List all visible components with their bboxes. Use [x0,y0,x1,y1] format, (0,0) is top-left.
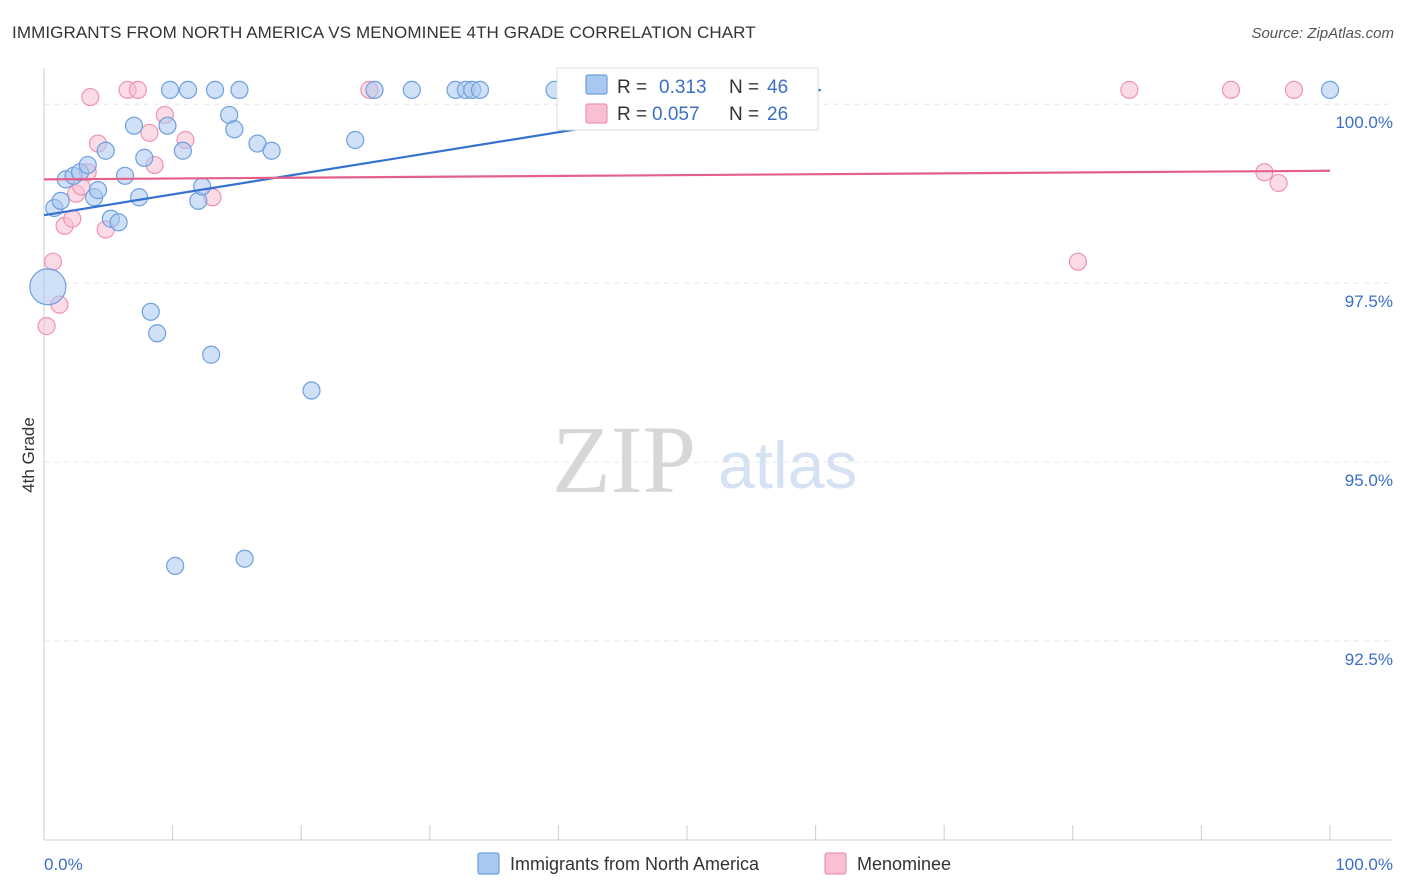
y-axis-title: 4th Grade [19,417,38,493]
point-menominee [1221,80,1241,99]
y-tick-label: 100.0% [1335,113,1393,132]
point-immigrants-north-america [124,116,144,135]
point-immigrants-north-america [148,324,167,343]
point-menominee [140,123,159,142]
correlation-legend: R = 0.313 N = 46 R = 0.057 N = 26 [556,67,819,131]
point-immigrants-north-america [248,134,267,153]
source-credit: Source: ZipAtlas.com [1251,25,1394,42]
point-immigrants-north-america [1320,80,1340,99]
watermark-atlas: atlas [718,428,857,502]
point-menominee [1120,80,1139,99]
legend-bottom-swatch-pink [824,852,847,875]
axes: 100.0% 97.5% 95.0% 92.5% 0.0% 100.0% [43,68,1393,874]
point-immigrants-north-america [141,302,160,321]
point-immigrants-north-america [193,177,212,196]
point-menominee [63,209,82,228]
point-immigrants-north-america [230,80,249,99]
point-menominee [81,87,100,107]
point-immigrants-north-america [202,345,221,364]
point-immigrants-north-america [158,116,177,135]
trend-line-menominee [43,169,1331,181]
legend-n-label-blue: N = [729,77,759,98]
point-immigrants-north-america [88,181,108,200]
point-immigrants-north-america [470,80,490,99]
legend-swatch-blue [585,74,608,95]
x-tick-label-max: 100.0% [1335,855,1393,874]
legend-swatch-pink [585,103,608,124]
point-immigrants-north-america [29,268,67,306]
point-immigrants-north-america [135,148,154,167]
point-menominee [128,80,147,99]
point-menominee [37,317,56,336]
x-tick-label-min: 0.0% [44,855,83,874]
point-immigrants-north-america [346,130,365,150]
point-immigrants-north-america [225,120,244,139]
point-immigrants-north-america [51,191,70,210]
point-immigrants-north-america [160,80,180,99]
point-immigrants-north-america [130,188,149,207]
legend-n-value-blue: 46 [767,77,788,98]
series-legend: Immigrants from North America Menominee [477,852,951,875]
point-immigrants-north-america [96,141,115,160]
point-immigrants-north-america [402,80,421,99]
legend-r-label-pink: R = [617,104,647,125]
legend-r-value-pink: 0.057 [652,104,700,125]
point-menominee [1284,80,1304,99]
y-tick-label: 97.5% [1345,292,1393,311]
point-immigrants-north-america [78,155,97,175]
data-points [29,80,1340,575]
point-immigrants-north-america [115,166,135,185]
point-immigrants-north-america [205,80,225,99]
watermark-zip: ZIP [552,406,696,513]
point-menominee [1068,252,1088,271]
point-immigrants-north-america [262,141,281,160]
point-immigrants-north-america [109,213,128,232]
point-immigrants-north-america [365,80,384,99]
y-tick-label: 95.0% [1345,471,1393,490]
point-immigrants-north-america [173,141,192,160]
legend-bottom-swatch-blue [477,852,500,875]
legend-r-label-blue: R = [617,77,647,98]
point-menominee [1269,173,1288,193]
legend-n-value-pink: 26 [767,104,788,125]
chart-title: IMMIGRANTS FROM NORTH AMERICA VS MENOMIN… [12,23,756,42]
y-tick-label: 92.5% [1345,650,1393,669]
legend-bottom-label-blue: Immigrants from North America [510,854,760,874]
legend-bottom-label-pink: Menominee [857,854,951,874]
point-immigrants-north-america [302,381,321,400]
point-immigrants-north-america [166,556,185,575]
point-immigrants-north-america [178,80,198,99]
point-menominee [43,252,63,271]
legend-n-label-pink: N = [729,104,759,125]
legend-r-value-blue: 0.313 [659,77,707,98]
point-immigrants-north-america [235,549,254,568]
zipatlas-watermark: ZIP atlas [552,406,857,513]
